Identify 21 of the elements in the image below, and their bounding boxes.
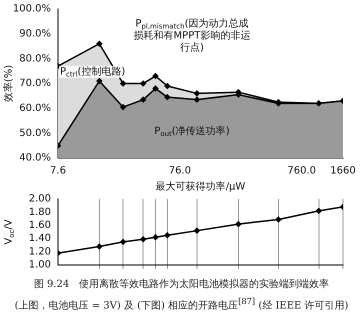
y-tick-label: 50.0%	[19, 128, 51, 139]
y-tick-label: 1.80	[28, 206, 51, 218]
y-tick-label: 1.20	[28, 246, 51, 258]
y-tick-label: 1.00	[28, 260, 51, 271]
x-tick-label: 7.6	[50, 166, 66, 177]
y-tick-label: 60.0%	[19, 102, 51, 114]
y-tick-label: 2.00	[28, 194, 51, 205]
y-tick-label: 40.0%	[19, 152, 51, 164]
x-axis-title: 最大可获得功率/μW	[156, 180, 246, 193]
x-tick-label: 760.0	[287, 166, 316, 177]
y-tick-label: 1.60	[28, 220, 51, 231]
x-tick-label: 1660	[330, 166, 356, 177]
x-tick-label: 76.0	[168, 166, 191, 177]
text: (上图，电池电压 = 3V) 及 (下图) 相应的开路电压$^{[87]}$ (经 IEEE 许可引用)	[14, 295, 350, 314]
caption: 图 9.24 使用离散等效电路作为太阳电池模拟器的实验端到端效率	[32, 278, 330, 292]
y-axis-title: 效率(%)	[2, 64, 15, 102]
y-tick-label: 100.0%	[12, 4, 51, 15]
y-tick-label: 90.0%	[19, 28, 51, 40]
y-tick-label: 80.0%	[19, 53, 51, 64]
y-tick-label: 1.40	[28, 233, 51, 244]
y-tick-label: 70.0%	[19, 78, 51, 90]
